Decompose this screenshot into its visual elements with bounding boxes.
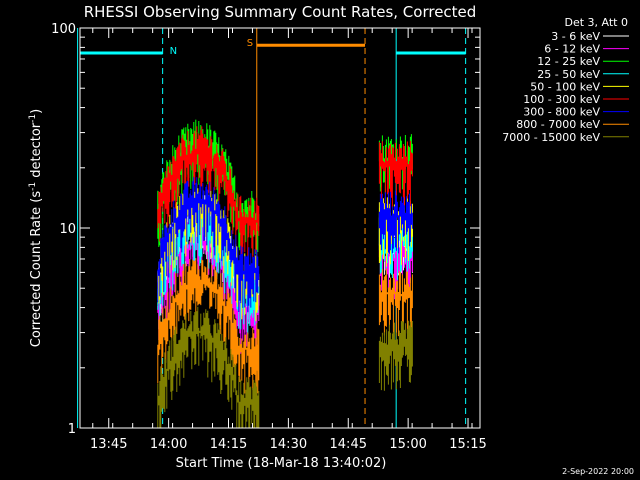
series-trace xyxy=(157,177,260,313)
y-axis-label-main: Corrected Count Rate (s xyxy=(29,191,44,348)
legend-label: 12 - 25 keV xyxy=(537,55,600,68)
x-tick-label: 14:15 xyxy=(210,437,247,452)
series-trace xyxy=(157,258,260,394)
series-trace xyxy=(157,126,260,259)
chart-title: RHESSI Observing Summary Count Rates, Co… xyxy=(84,3,477,21)
series-trace xyxy=(157,306,260,428)
y-axis-label-end: ) xyxy=(29,109,44,114)
series-trace xyxy=(378,140,413,211)
y-tick-label: 100 xyxy=(51,22,76,37)
y-axis-label-sup-2: -1 xyxy=(28,114,38,123)
legend-label: 6 - 12 keV xyxy=(544,43,600,56)
detector-note: Det 3, Att 0 xyxy=(565,16,629,29)
x-tick-label: 14:30 xyxy=(270,437,307,452)
legend-label: 7000 - 15000 keV xyxy=(502,131,600,144)
legend-label: 100 - 300 keV xyxy=(523,93,600,106)
flag-label: N xyxy=(170,46,177,57)
timestamp: 2-Sep-2022 20:00 xyxy=(562,467,634,476)
x-axis-label: Start Time (18-Mar-18 13:40:02) xyxy=(176,456,387,471)
x-tick-label: 14:45 xyxy=(330,437,367,452)
x-tick-label: 15:00 xyxy=(389,437,426,452)
y-tick-label: 1 xyxy=(68,422,76,437)
legend-label: 300 - 800 keV xyxy=(523,106,600,119)
axes: 1 10 100 13:45 14:00 14:15 14:30 14:45 15:00 15:1… xyxy=(51,22,487,452)
series-trace xyxy=(378,268,413,338)
legend-label: 800 - 7000 keV xyxy=(516,118,600,131)
x-tick-label: 13:45 xyxy=(90,437,127,452)
flag-bars: NS xyxy=(80,38,466,57)
legend-label: 25 - 50 keV xyxy=(537,68,600,81)
y-tick-label: 10 xyxy=(59,222,76,237)
y-axis-label-sup-1: -1 xyxy=(28,182,38,191)
series-traces xyxy=(157,119,413,428)
series-trace xyxy=(378,190,413,254)
flag-label: S xyxy=(247,38,253,49)
legend-label: 3 - 6 keV xyxy=(551,30,600,43)
x-tick-label: 15:15 xyxy=(449,437,486,452)
legend-label: 50 - 100 keV xyxy=(530,80,600,93)
series-trace xyxy=(378,320,413,391)
x-tick-label: 14:00 xyxy=(150,437,187,452)
y-axis-label: Corrected Count Rate (s-1 detector-1) xyxy=(28,109,44,347)
y-axis-label-mid: detector xyxy=(29,122,44,182)
